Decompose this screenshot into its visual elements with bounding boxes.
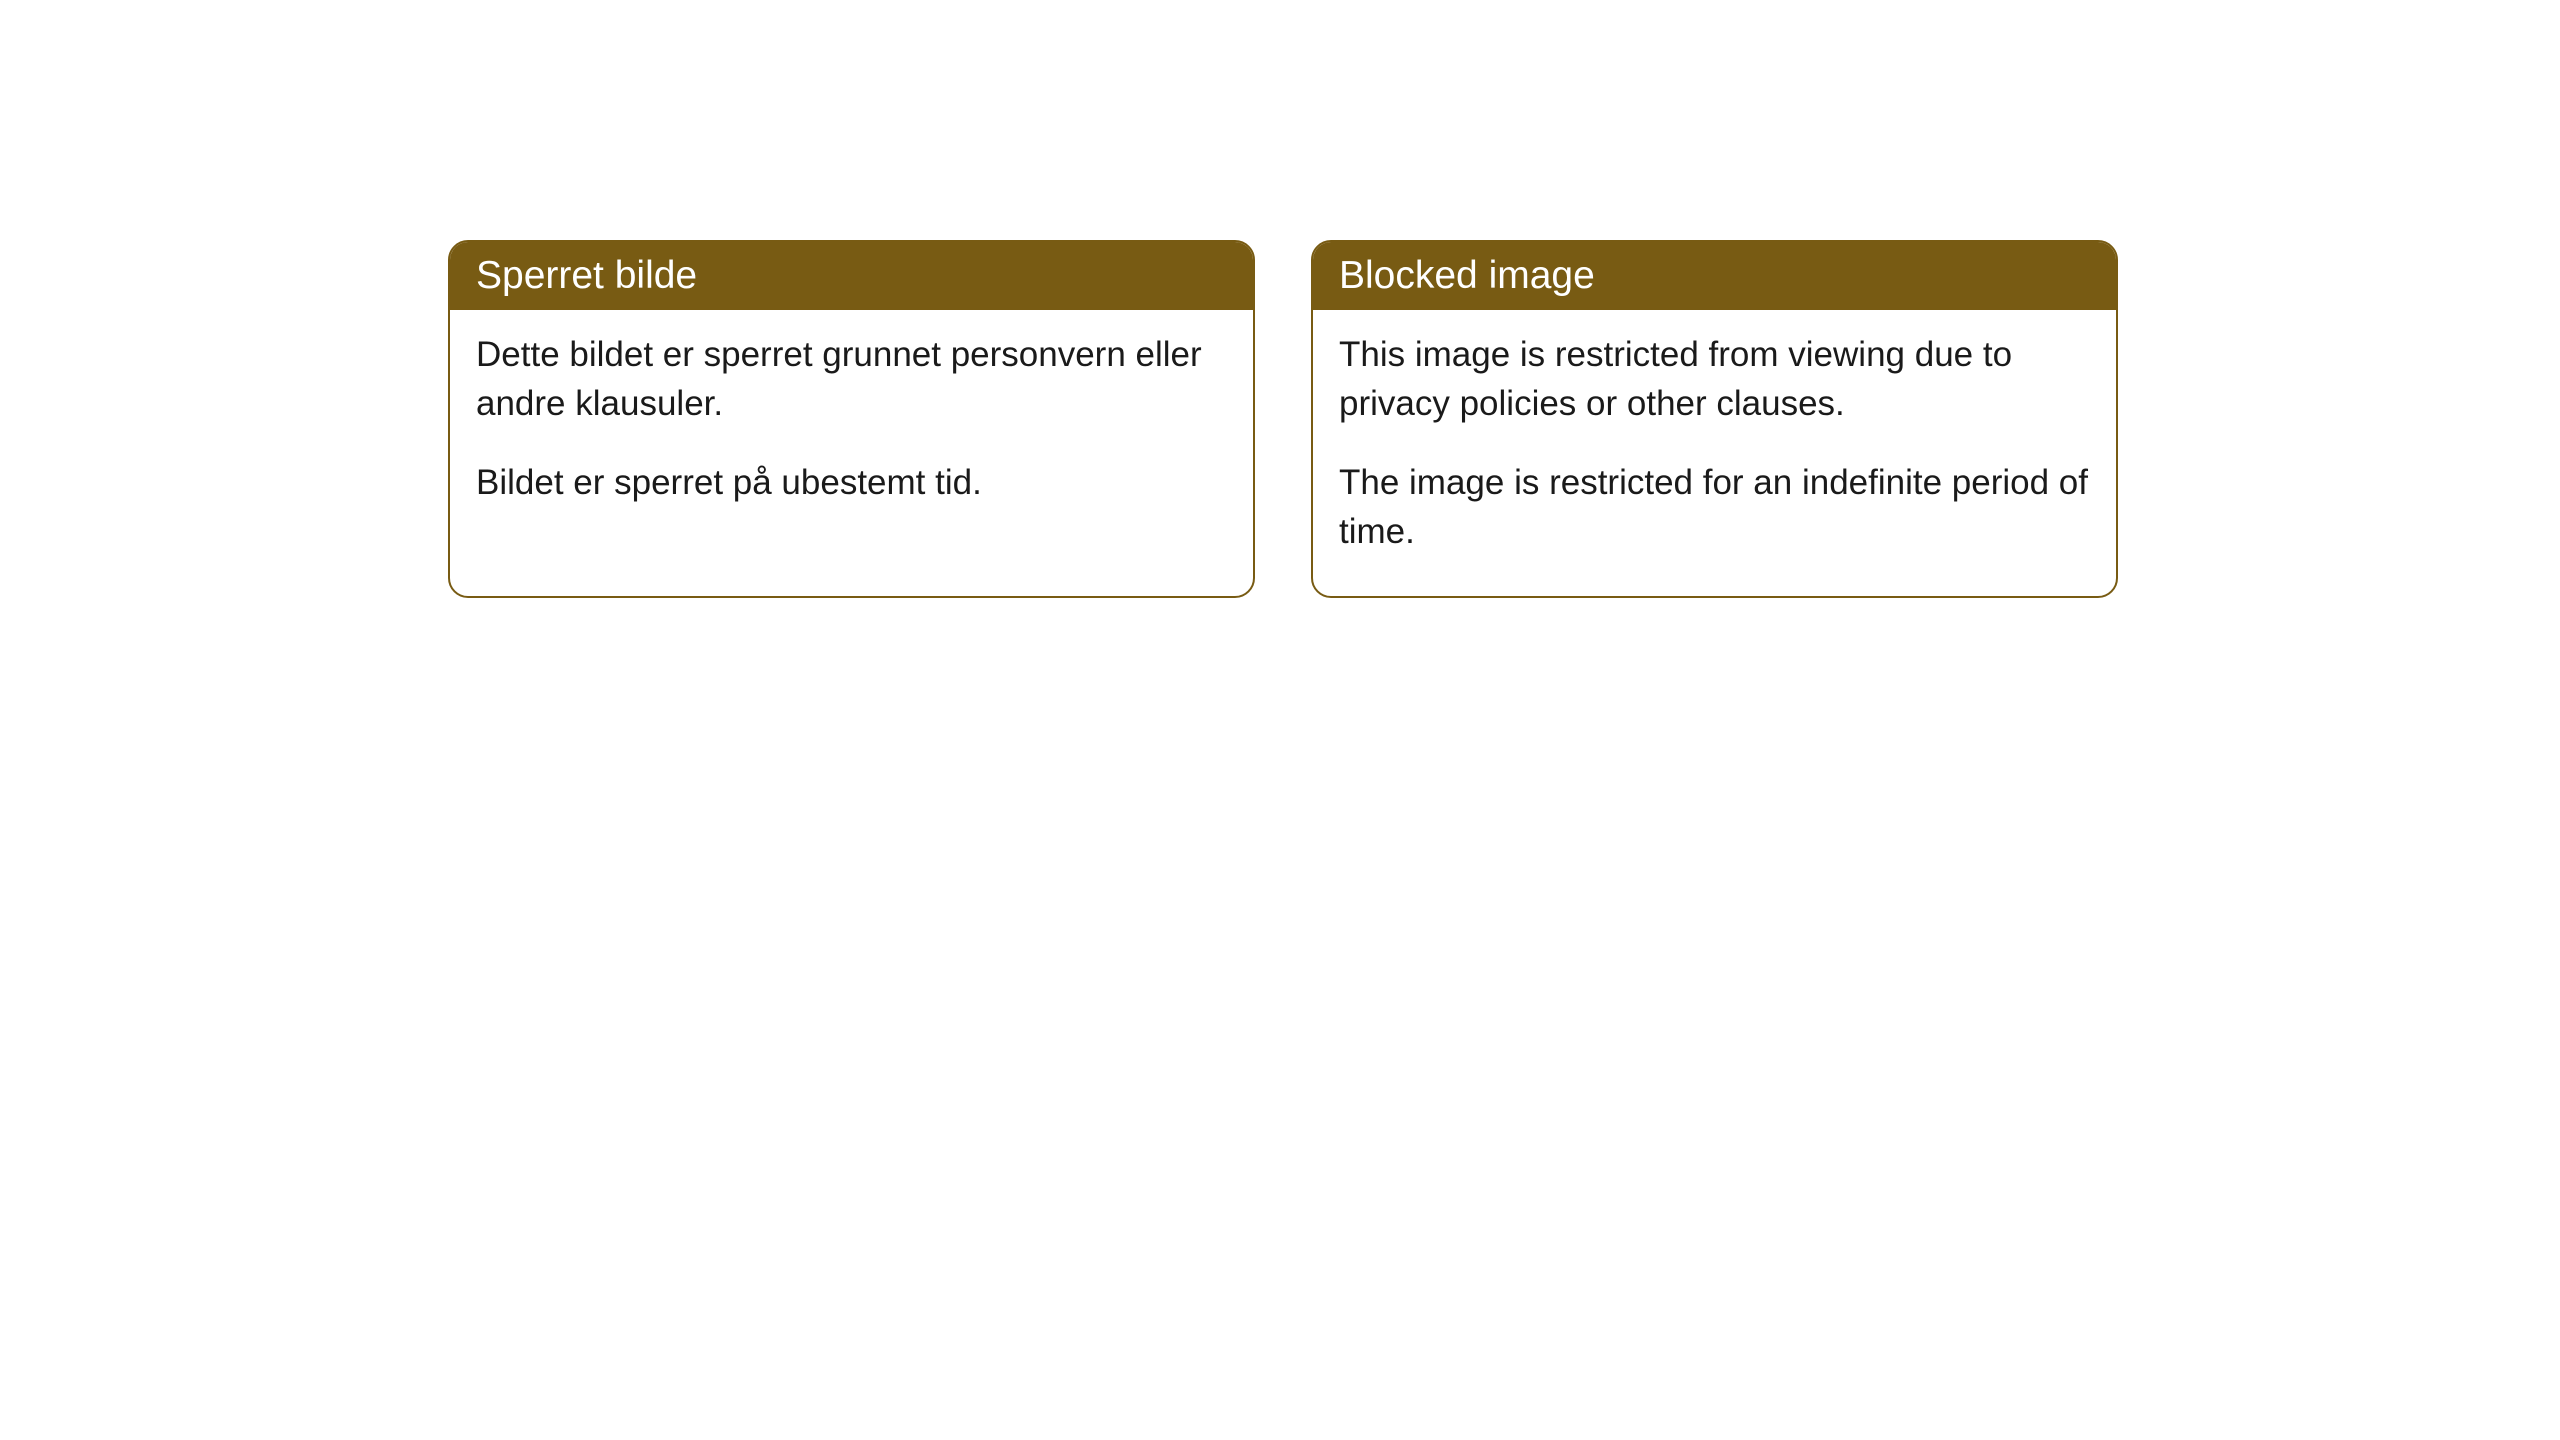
card-container: Sperret bilde Dette bildet er sperret gr… (0, 0, 2560, 598)
card-title-english: Blocked image (1313, 242, 2116, 310)
card-paragraph-1-norwegian: Dette bildet er sperret grunnet personve… (476, 330, 1227, 428)
blocked-image-card-english: Blocked image This image is restricted f… (1311, 240, 2118, 598)
card-title-norwegian: Sperret bilde (450, 242, 1253, 310)
card-body-english: This image is restricted from viewing du… (1313, 310, 2116, 596)
card-body-norwegian: Dette bildet er sperret grunnet personve… (450, 310, 1253, 547)
blocked-image-card-norwegian: Sperret bilde Dette bildet er sperret gr… (448, 240, 1255, 598)
card-paragraph-1-english: This image is restricted from viewing du… (1339, 330, 2090, 428)
card-paragraph-2-english: The image is restricted for an indefinit… (1339, 458, 2090, 556)
card-paragraph-2-norwegian: Bildet er sperret på ubestemt tid. (476, 458, 1227, 507)
